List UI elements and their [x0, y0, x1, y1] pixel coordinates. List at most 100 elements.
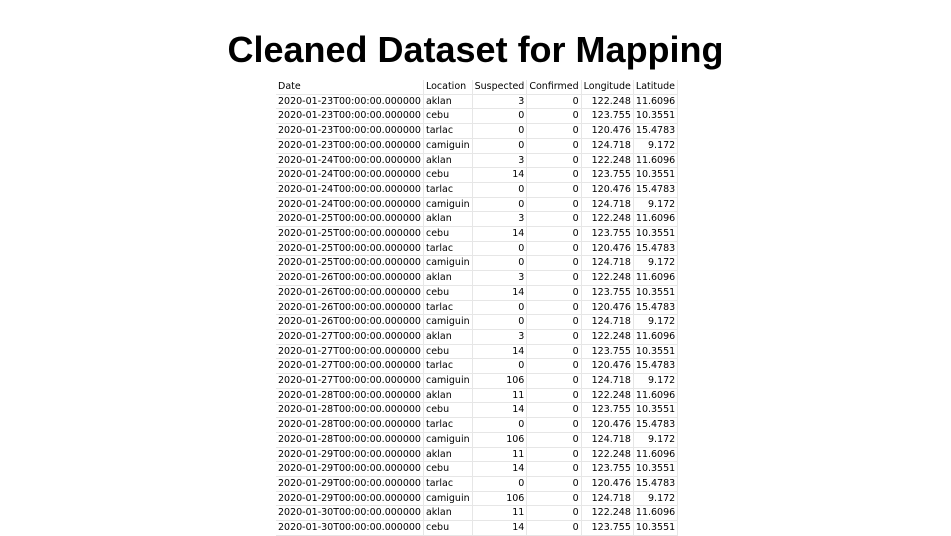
cell-date: 2020-01-26T00:00:00.000000 [276, 285, 424, 301]
cell-longitude: 120.476 [581, 182, 634, 198]
cell-date: 2020-01-24T00:00:00.000000 [276, 182, 424, 198]
cell-date: 2020-01-25T00:00:00.000000 [276, 226, 424, 242]
cell-date: 2020-01-28T00:00:00.000000 [276, 388, 424, 404]
cell-confirmed: 0 [526, 461, 582, 477]
cell-suspected: 14 [472, 285, 528, 301]
cell-date: 2020-01-24T00:00:00.000000 [276, 197, 424, 213]
cell-suspected: 14 [472, 226, 528, 242]
cell-suspected: 0 [472, 358, 528, 375]
cell-location: aklan [423, 329, 473, 345]
table-row: 2020-01-23T00:00:00.000000 tarlac 0 0 120.47… [276, 123, 679, 139]
cell-suspected: 0 [472, 314, 528, 330]
cell-confirmed: 0 [526, 138, 582, 154]
cell-longitude: 123.755 [581, 344, 634, 360]
table-row: 2020-01-27T00:00:00.000000 aklan 3 0 122.248… [276, 329, 679, 345]
cell-date: 2020-01-26T00:00:00.000000 [276, 300, 424, 316]
table-row: 2020-01-24T00:00:00.000000 tarlac 0 0 120.47… [276, 182, 679, 198]
cell-date: 2020-01-27T00:00:00.000000 [276, 358, 424, 375]
cell-longitude: 123.755 [581, 108, 634, 125]
column-header-confirmed: Confirmed [526, 80, 582, 95]
cell-suspected: 0 [472, 197, 528, 213]
cell-suspected: 14 [472, 344, 528, 360]
cell-confirmed: 0 [526, 197, 582, 213]
cell-location: aklan [423, 447, 473, 463]
cell-date: 2020-01-23T00:00:00.000000 [276, 123, 424, 139]
cell-confirmed: 0 [526, 505, 582, 522]
cell-location: aklan [423, 94, 473, 110]
cell-date: 2020-01-28T00:00:00.000000 [276, 432, 424, 448]
cell-suspected: 11 [472, 447, 528, 463]
cell-location: cebu [423, 344, 473, 360]
cell-location: aklan [423, 270, 473, 286]
cell-location: cebu [423, 520, 473, 536]
table-row: 2020-01-29T00:00:00.000000 aklan 11 0 122.24… [276, 447, 679, 463]
cell-confirmed: 0 [526, 402, 582, 419]
table-row: 2020-01-25T00:00:00.000000 aklan 3 0 122.248… [276, 211, 679, 228]
table-row: 2020-01-29T00:00:00.000000 cebu 14 0 123.755… [276, 461, 679, 477]
cell-location: tarlac [423, 417, 473, 433]
cell-latitude: 11.6096 [633, 270, 679, 286]
table-row: 2020-01-25T00:00:00.000000 tarlac 0 0 120.47… [276, 241, 679, 257]
cell-longitude: 124.718 [581, 255, 634, 272]
cell-confirmed: 0 [526, 491, 582, 507]
table-row: 2020-01-30T00:00:00.000000 aklan 11 0 122.24… [276, 505, 679, 522]
cell-date: 2020-01-23T00:00:00.000000 [276, 94, 424, 110]
column-header-longitude: Longitude [581, 80, 634, 95]
table-row: 2020-01-27T00:00:00.000000 cebu 14 0 123.755… [276, 344, 679, 360]
cell-location: cebu [423, 285, 473, 301]
cell-date: 2020-01-25T00:00:00.000000 [276, 255, 424, 272]
cell-location: tarlac [423, 241, 473, 257]
slide-title: Cleaned Dataset for Mapping [227, 29, 724, 70]
table-row: 2020-01-30T00:00:00.000000 cebu 14 0 123.755… [276, 520, 679, 536]
cell-confirmed: 0 [526, 300, 582, 316]
cell-confirmed: 0 [526, 476, 582, 492]
cell-confirmed: 0 [526, 241, 582, 257]
cell-confirmed: 0 [526, 182, 582, 198]
table-row: 2020-01-23T00:00:00.000000 camiguin 0 0 124.… [276, 138, 679, 154]
cell-longitude: 122.248 [581, 329, 634, 345]
cell-latitude: 11.6096 [633, 329, 679, 345]
cell-longitude: 120.476 [581, 123, 634, 139]
cell-location: cebu [423, 402, 473, 419]
column-header-latitude: Latitude [633, 80, 679, 95]
cell-latitude: 11.6096 [633, 153, 679, 169]
table-row: 2020-01-26T00:00:00.000000 aklan 3 0 122.248… [276, 270, 679, 286]
cell-confirmed: 0 [526, 447, 582, 463]
cell-suspected: 0 [472, 417, 528, 433]
cell-location: camiguin [423, 491, 473, 507]
cell-latitude: 15.4783 [633, 358, 679, 375]
cell-longitude: 123.755 [581, 285, 634, 301]
cell-date: 2020-01-28T00:00:00.000000 [276, 417, 424, 433]
cell-confirmed: 0 [526, 167, 582, 183]
cell-longitude: 123.755 [581, 520, 634, 536]
cell-date: 2020-01-29T00:00:00.000000 [276, 491, 424, 507]
cell-suspected: 3 [472, 211, 528, 228]
cell-suspected: 3 [472, 153, 528, 169]
table-row: 2020-01-29T00:00:00.000000 camiguin 106 0 12… [276, 491, 679, 507]
cell-suspected: 0 [472, 300, 528, 316]
table-row: 2020-01-28T00:00:00.000000 camiguin 106 0 12… [276, 432, 679, 448]
cell-longitude: 120.476 [581, 417, 634, 433]
cell-longitude: 122.248 [581, 94, 634, 110]
cell-confirmed: 0 [526, 373, 582, 389]
cell-date: 2020-01-27T00:00:00.000000 [276, 344, 424, 360]
table-row: 2020-01-27T00:00:00.000000 tarlac 0 0 120.47… [276, 358, 679, 375]
table-row: 2020-01-25T00:00:00.000000 camiguin 0 0 124.… [276, 255, 679, 272]
cell-latitude: 15.4783 [633, 123, 679, 139]
cell-confirmed: 0 [526, 270, 582, 286]
cell-longitude: 120.476 [581, 358, 634, 375]
cell-suspected: 106 [472, 491, 528, 507]
cell-location: tarlac [423, 358, 473, 375]
cell-date: 2020-01-27T00:00:00.000000 [276, 373, 424, 389]
cell-date: 2020-01-24T00:00:00.000000 [276, 167, 424, 183]
cell-latitude: 11.6096 [633, 447, 679, 463]
cell-location: tarlac [423, 182, 473, 198]
cell-latitude: 10.3551 [633, 226, 679, 242]
cell-location: aklan [423, 388, 473, 404]
cell-latitude: 15.4783 [633, 476, 679, 492]
cell-suspected: 14 [472, 461, 528, 477]
cell-date: 2020-01-30T00:00:00.000000 [276, 520, 424, 536]
cell-suspected: 0 [472, 182, 528, 198]
cell-suspected: 14 [472, 402, 528, 419]
cell-longitude: 123.755 [581, 167, 634, 183]
